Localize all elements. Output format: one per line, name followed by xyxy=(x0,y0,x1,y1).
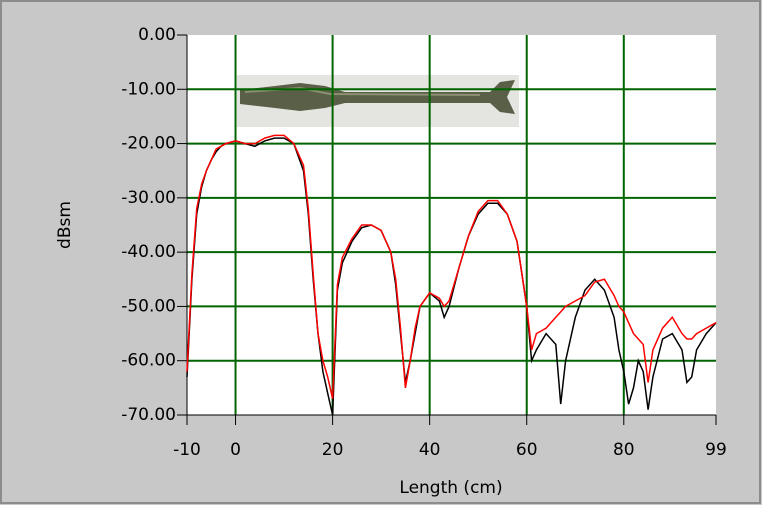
y-tick-label: -20.00 xyxy=(121,134,176,154)
y-axis-label: dBsm xyxy=(55,201,75,249)
projectile-image xyxy=(237,75,519,127)
x-tick-label: 60 xyxy=(516,440,538,460)
x-tick-label: 40 xyxy=(419,440,441,460)
x-tick-label: 80 xyxy=(613,440,635,460)
series-line xyxy=(186,134,717,399)
x-tick-label: 0 xyxy=(230,440,241,460)
y-tick-label: -50.00 xyxy=(121,296,176,316)
x-axis-label: Length (cm) xyxy=(399,478,502,498)
x-tick-label: -10 xyxy=(173,440,201,460)
y-tick-label: -40.00 xyxy=(121,242,176,262)
y-tick-label: -30.00 xyxy=(121,188,176,208)
y-tick-label: -70.00 xyxy=(121,405,176,425)
y-tick-label: -60.00 xyxy=(121,351,176,371)
x-tick-label: 99 xyxy=(705,440,727,460)
x-tick-label: 20 xyxy=(322,440,344,460)
y-tick-label: 0.00 xyxy=(138,25,176,45)
series-line xyxy=(186,137,717,416)
y-tick-label: -10.00 xyxy=(121,79,176,99)
